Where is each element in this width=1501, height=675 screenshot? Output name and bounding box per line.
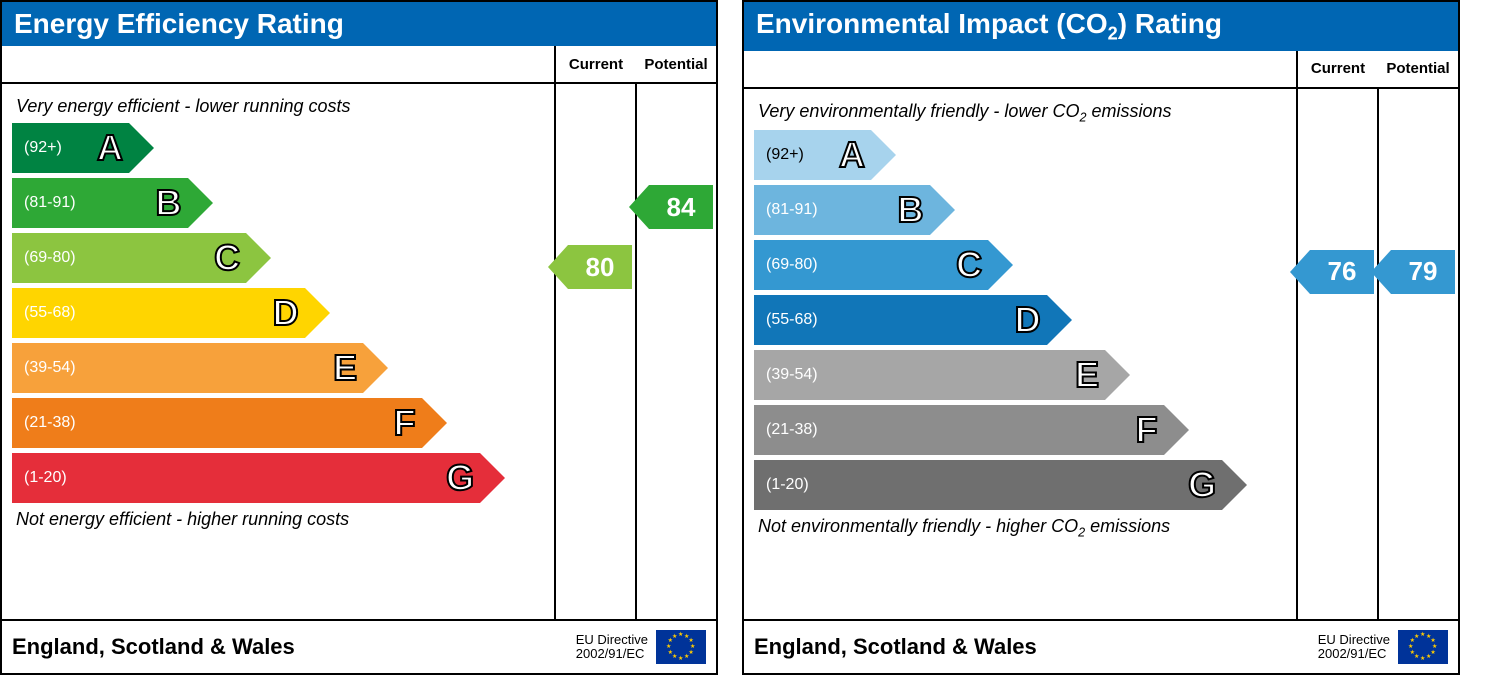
environmental-impact-chart: Environmental Impact (CO2) Rating Curren… <box>742 0 1460 675</box>
band-range: (81-91) <box>24 194 76 212</box>
header-spacer <box>2 46 556 82</box>
chart-footer: England, Scotland & Wales EU Directive 2… <box>2 619 716 673</box>
band-letter: B <box>156 182 182 224</box>
caption-top: Very energy efficient - lower running co… <box>16 96 544 117</box>
footer-region: England, Scotland & Wales <box>12 634 295 660</box>
band-letter: D <box>273 292 299 334</box>
header-potential: Potential <box>636 46 716 82</box>
band-letter: D <box>1015 299 1041 341</box>
title-pre: Environmental Impact (CO <box>756 8 1108 39</box>
header-current: Current <box>1298 51 1378 87</box>
footer-region: England, Scotland & Wales <box>754 634 1037 660</box>
eu-directive-text: EU Directive 2002/91/EC <box>576 633 648 662</box>
rating-band-a: (92+) A <box>12 123 129 173</box>
band-range: (55-68) <box>766 311 818 329</box>
band-letter: F <box>1136 409 1158 451</box>
bars-container: (92+) A (81-91) B (69-80) C (55-68) D (39-54) E (2… <box>12 123 544 503</box>
eu-flag-icon: ★★★★★★★★★★★★ <box>1398 630 1448 664</box>
rating-band-g: (1-20) G <box>754 460 1222 510</box>
directive-line1: EU Directive <box>1318 632 1390 647</box>
footer-right: EU Directive 2002/91/EC ★★★★★★★★★★★★ <box>576 630 706 664</box>
band-range: (39-54) <box>766 366 818 384</box>
energy-efficiency-chart: Energy Efficiency Rating Current Potenti… <box>0 0 718 675</box>
header-current: Current <box>556 46 636 82</box>
band-range: (21-38) <box>766 421 818 439</box>
title-post: ) Rating <box>1118 8 1222 39</box>
band-range: (1-20) <box>24 469 67 487</box>
bars-column: Very environmentally friendly - lower CO… <box>744 89 1298 619</box>
rating-band-e: (39-54) E <box>12 343 363 393</box>
chart-body: Very energy efficient - lower running co… <box>2 84 716 619</box>
chart-title: Environmental Impact (CO2) Rating <box>744 2 1458 51</box>
chart-body: Very environmentally friendly - lower CO… <box>744 89 1458 619</box>
bars-container: (92+) A (81-91) B (69-80) C (55-68) D (39-54) E (2… <box>754 130 1286 510</box>
rating-current-value: 80 <box>568 245 632 289</box>
title-sub: 2 <box>1108 24 1118 44</box>
cap-post: emissions <box>1086 101 1171 121</box>
rating-band-d: (55-68) D <box>754 295 1047 345</box>
header-potential: Potential <box>1378 51 1458 87</box>
band-range: (1-20) <box>766 476 809 494</box>
band-range: (21-38) <box>24 414 76 432</box>
capb-pre: Not environmentally friendly - higher CO <box>758 516 1078 536</box>
value-columns: 76 79 <box>1298 89 1458 619</box>
caption-top: Very environmentally friendly - lower CO… <box>758 101 1286 125</box>
band-range: (69-80) <box>24 249 76 267</box>
value-columns: 80 84 <box>556 84 716 619</box>
band-range: (55-68) <box>24 304 76 322</box>
current-column: 80 <box>556 84 637 619</box>
caption-bottom: Not environmentally friendly - higher CO… <box>758 516 1286 540</box>
rating-band-c: (69-80) C <box>754 240 988 290</box>
band-letter: A <box>97 127 123 169</box>
rating-band-b: (81-91) B <box>12 178 188 228</box>
chart-title: Energy Efficiency Rating <box>2 2 716 46</box>
bars-column: Very energy efficient - lower running co… <box>2 84 556 619</box>
rating-band-a: (92+) A <box>754 130 871 180</box>
band-letter: E <box>1075 354 1099 396</box>
current-column: 76 <box>1298 89 1379 619</box>
directive-line2: 2002/91/EC <box>1318 646 1387 661</box>
eu-flag-icon: ★★★★★★★★★★★★ <box>656 630 706 664</box>
band-letter: G <box>1188 464 1216 506</box>
directive-line1: EU Directive <box>576 632 648 647</box>
footer-right: EU Directive 2002/91/EC ★★★★★★★★★★★★ <box>1318 630 1448 664</box>
band-range: (39-54) <box>24 359 76 377</box>
rating-band-g: (1-20) G <box>12 453 480 503</box>
header-row: Current Potential <box>744 51 1458 89</box>
band-letter: F <box>394 402 416 444</box>
header-row: Current Potential <box>2 46 716 84</box>
eu-directive-text: EU Directive 2002/91/EC <box>1318 633 1390 662</box>
rating-band-c: (69-80) C <box>12 233 246 283</box>
capb-post: emissions <box>1085 516 1170 536</box>
cap-pre: Very environmentally friendly - lower CO <box>758 101 1079 121</box>
band-range: (92+) <box>766 146 804 164</box>
rating-band-e: (39-54) E <box>754 350 1105 400</box>
directive-line2: 2002/91/EC <box>576 646 645 661</box>
band-letter: A <box>839 134 865 176</box>
header-spacer <box>744 51 1298 87</box>
band-letter: C <box>214 237 240 279</box>
potential-column: 84 <box>637 84 716 619</box>
rating-band-d: (55-68) D <box>12 288 305 338</box>
caption-bottom: Not energy efficient - higher running co… <box>16 509 544 530</box>
band-letter: E <box>333 347 357 389</box>
band-range: (81-91) <box>766 201 818 219</box>
rating-current-value: 76 <box>1310 250 1374 294</box>
rating-band-f: (21-38) F <box>12 398 422 448</box>
band-letter: G <box>446 457 474 499</box>
potential-column: 79 <box>1379 89 1458 619</box>
band-letter: B <box>898 189 924 231</box>
chart-footer: England, Scotland & Wales EU Directive 2… <box>744 619 1458 673</box>
rating-band-b: (81-91) B <box>754 185 930 235</box>
rating-potential-value: 84 <box>649 185 713 229</box>
band-range: (69-80) <box>766 256 818 274</box>
band-letter: C <box>956 244 982 286</box>
band-range: (92+) <box>24 139 62 157</box>
rating-band-f: (21-38) F <box>754 405 1164 455</box>
rating-potential-value: 79 <box>1391 250 1455 294</box>
